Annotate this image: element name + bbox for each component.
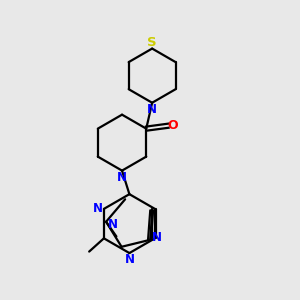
- Text: N: N: [147, 103, 157, 116]
- Text: N: N: [108, 218, 118, 231]
- Text: N: N: [92, 202, 102, 215]
- Text: S: S: [147, 36, 157, 49]
- Text: N: N: [152, 231, 162, 244]
- Text: N: N: [117, 171, 127, 184]
- Text: N: N: [124, 253, 134, 266]
- Text: O: O: [167, 119, 178, 132]
